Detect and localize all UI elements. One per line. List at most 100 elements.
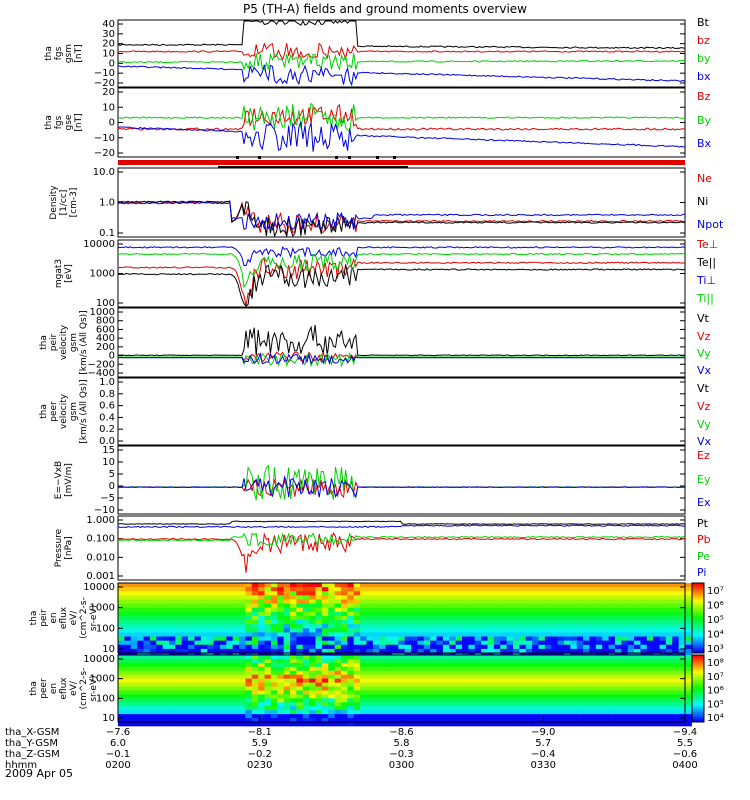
heatmap-cell [404,603,412,609]
heatmap-cell [468,686,476,691]
heatmap-cell [538,632,546,637]
heatmap-cell [551,591,559,596]
heatmap-cell [168,615,176,621]
heatmap-cell [226,603,234,609]
heatmap-cell [474,714,482,719]
heatmap-cell [481,591,489,596]
heatmap-cell [219,670,227,676]
heatmap-cell [576,670,584,676]
heatmap-cell [321,644,329,650]
heatmap-cell [181,670,189,676]
heatmap-cell [487,595,495,600]
heatmap-cell [634,686,641,691]
heatmap-cell [602,603,610,609]
y-axis-label-line: tha [29,611,39,626]
heatmap-cell [532,595,540,600]
heatmap-cell [328,595,336,600]
heatmap-cell [181,690,189,695]
heatmap-cell [290,698,297,703]
heatmap-cell [226,655,234,660]
heatmap-cell [156,710,164,715]
heatmap-cell [685,611,692,617]
heatmap-cell [296,648,304,654]
heatmap-cell [640,615,648,621]
y-tick-label: −20 [94,78,115,89]
heatmap-cell [277,624,285,629]
heatmap-cell [423,662,431,668]
y-axis-label-line: tha [29,681,39,696]
heatmap-cell [143,670,151,676]
heatmap-cell [232,670,240,676]
heatmap-cell [500,722,508,727]
heatmap-cell [665,615,673,621]
heatmap-cell [258,624,266,629]
heatmap-cell [583,710,590,715]
heatmap-cell [532,674,540,680]
heatmap-cell [411,615,418,621]
heatmap-cell [290,718,297,723]
heatmap-cell [175,722,183,727]
heatmap-cell [251,640,259,646]
heatmap-cell [474,644,482,650]
heatmap-cell [162,620,170,625]
heatmap-cell [608,591,616,596]
heatmap-cell [156,595,164,600]
heatmap-cell [270,698,278,703]
heatmap-cell [149,591,157,596]
heatmap-cell [194,706,202,711]
heatmap-cell [474,636,482,642]
heatmap-cell [379,591,387,596]
heatmap-cell [519,636,527,642]
heatmap-cell [442,583,450,588]
heatmap-cell [232,591,240,596]
heatmap-cell [653,644,661,650]
heatmap-cell [270,640,278,646]
heatmap-cell [398,722,406,727]
heatmap-cell [328,662,336,668]
heatmap-cell [557,690,565,695]
heatmap-cell [544,714,552,719]
heatmap-cell [570,658,578,664]
heatmap-cell [137,591,145,596]
heatmap-cell [194,615,202,621]
heatmap-cell [557,718,565,723]
heatmap-cell [315,714,323,719]
heatmap-cell [277,702,285,707]
heatmap-cell [417,644,425,650]
heatmap-cell [557,632,565,637]
heatmap-cell [563,686,571,691]
colorbar-cell [692,691,704,695]
heatmap-cell [245,698,253,703]
heatmap-cell [563,670,571,676]
heatmap-cell [595,607,603,613]
colorbar-cell [692,703,704,706]
heatmap-cell [162,674,170,680]
heatmap-cell [200,640,208,646]
heatmap-cell [251,632,259,637]
heatmap-cell [423,611,431,617]
heatmap-cell [634,694,641,699]
heatmap-cell [188,698,195,703]
heatmap-cell [366,674,374,680]
heatmap-cell [519,722,527,727]
heatmap-cell [627,722,635,727]
heatmap-cell [608,611,616,617]
heatmap-cell [614,587,622,592]
heatmap-cell [442,655,450,660]
heatmap-cell [640,698,648,703]
heatmap-cell [143,648,151,654]
heatmap-cell [583,678,590,683]
heatmap-cell [264,670,272,676]
heatmap-cell [608,678,616,683]
heatmap-cell [130,611,138,617]
heatmap-cell [162,628,170,633]
heatmap-cell [614,666,622,672]
colorbar-cell [692,693,704,696]
y-axis-label: tha fgs gse [nT] [44,113,84,131]
heatmap-cell [653,655,661,660]
heatmap-cell [487,658,495,664]
heatmap-cell [258,698,266,703]
heatmap-cell [334,595,342,600]
heatmap-cell [595,722,603,727]
